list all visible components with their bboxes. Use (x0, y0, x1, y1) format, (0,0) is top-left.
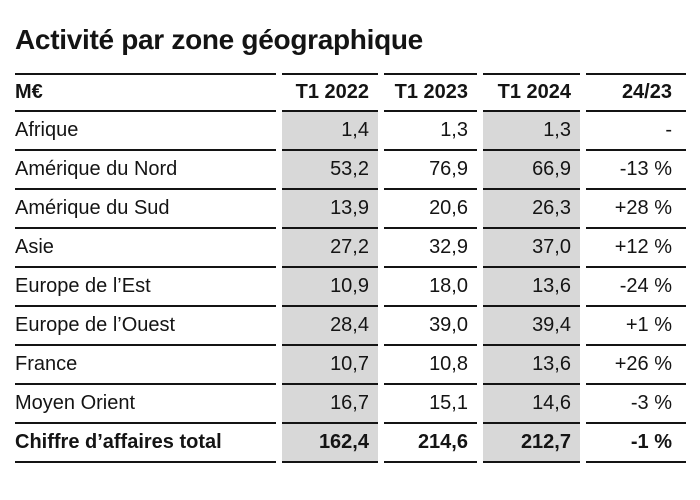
value-t1-2024-cell: 14,6 (483, 385, 580, 424)
value-t1-2022-cell: 16,7 (282, 385, 378, 424)
value-t1-2022-cell: 13,9 (282, 190, 378, 229)
value-t1-2023-cell: 18,0 (384, 268, 477, 307)
value-t1-2024-cell: 13,6 (483, 346, 580, 385)
table-row: Asie 27,2 32,9 37,0 +12 % (15, 229, 686, 268)
column-header-variation: 24/23 (586, 73, 686, 112)
total-label-cell: Chiffre d’affaires total (15, 424, 276, 463)
variation-cell: -3 % (586, 385, 686, 424)
value-t1-2023-cell: 39,0 (384, 307, 477, 346)
value-t1-2023-cell: 10,8 (384, 346, 477, 385)
column-header-t1-2022: T1 2022 (282, 73, 378, 112)
zone-name-cell: Amérique du Nord (15, 151, 276, 190)
value-t1-2023-cell: 1,3 (384, 112, 477, 151)
table-total-row: Chiffre d’affaires total 162,4 214,6 212… (15, 424, 686, 463)
column-header-t1-2024: T1 2024 (483, 73, 580, 112)
total-t1-2022-cell: 162,4 (282, 424, 378, 463)
value-t1-2022-cell: 10,7 (282, 346, 378, 385)
activity-table: M€ T1 2022 T1 2023 T1 2024 24/23 Afrique… (15, 73, 686, 463)
value-t1-2024-cell: 1,3 (483, 112, 580, 151)
table-row: Amérique du Sud 13,9 20,6 26,3 +28 % (15, 190, 686, 229)
column-header-unit: M€ (15, 73, 276, 112)
variation-cell: -24 % (586, 268, 686, 307)
zone-name-cell: Amérique du Sud (15, 190, 276, 229)
column-header-t1-2023: T1 2023 (384, 73, 477, 112)
table-row: Europe de l’Ouest 28,4 39,0 39,4 +1 % (15, 307, 686, 346)
variation-cell: - (586, 112, 686, 151)
zone-name-cell: Europe de l’Est (15, 268, 276, 307)
value-t1-2023-cell: 76,9 (384, 151, 477, 190)
variation-cell: +26 % (586, 346, 686, 385)
table-row: Afrique 1,4 1,3 1,3 - (15, 112, 686, 151)
zone-name-cell: France (15, 346, 276, 385)
table-row: Amérique du Nord 53,2 76,9 66,9 -13 % (15, 151, 686, 190)
table-header-row: M€ T1 2022 T1 2023 T1 2024 24/23 (15, 73, 686, 112)
value-t1-2023-cell: 15,1 (384, 385, 477, 424)
value-t1-2024-cell: 39,4 (483, 307, 580, 346)
value-t1-2022-cell: 28,4 (282, 307, 378, 346)
variation-cell: +12 % (586, 229, 686, 268)
value-t1-2024-cell: 37,0 (483, 229, 580, 268)
value-t1-2024-cell: 13,6 (483, 268, 580, 307)
value-t1-2022-cell: 10,9 (282, 268, 378, 307)
variation-cell: +28 % (586, 190, 686, 229)
value-t1-2022-cell: 53,2 (282, 151, 378, 190)
zone-name-cell: Moyen Orient (15, 385, 276, 424)
zone-name-cell: Europe de l’Ouest (15, 307, 276, 346)
value-t1-2023-cell: 20,6 (384, 190, 477, 229)
value-t1-2022-cell: 27,2 (282, 229, 378, 268)
page-title: Activité par zone géographique (15, 24, 423, 55)
value-t1-2024-cell: 66,9 (483, 151, 580, 190)
table-row: Moyen Orient 16,7 15,1 14,6 -3 % (15, 385, 686, 424)
zone-name-cell: Afrique (15, 112, 276, 151)
variation-cell: -13 % (586, 151, 686, 190)
zone-name-cell: Asie (15, 229, 276, 268)
total-variation-cell: -1 % (586, 424, 686, 463)
table-row: Europe de l’Est 10,9 18,0 13,6 -24 % (15, 268, 686, 307)
value-t1-2023-cell: 32,9 (384, 229, 477, 268)
table-row: France 10,7 10,8 13,6 +26 % (15, 346, 686, 385)
total-t1-2024-cell: 212,7 (483, 424, 580, 463)
variation-cell: +1 % (586, 307, 686, 346)
value-t1-2022-cell: 1,4 (282, 112, 378, 151)
total-t1-2023-cell: 214,6 (384, 424, 477, 463)
value-t1-2024-cell: 26,3 (483, 190, 580, 229)
